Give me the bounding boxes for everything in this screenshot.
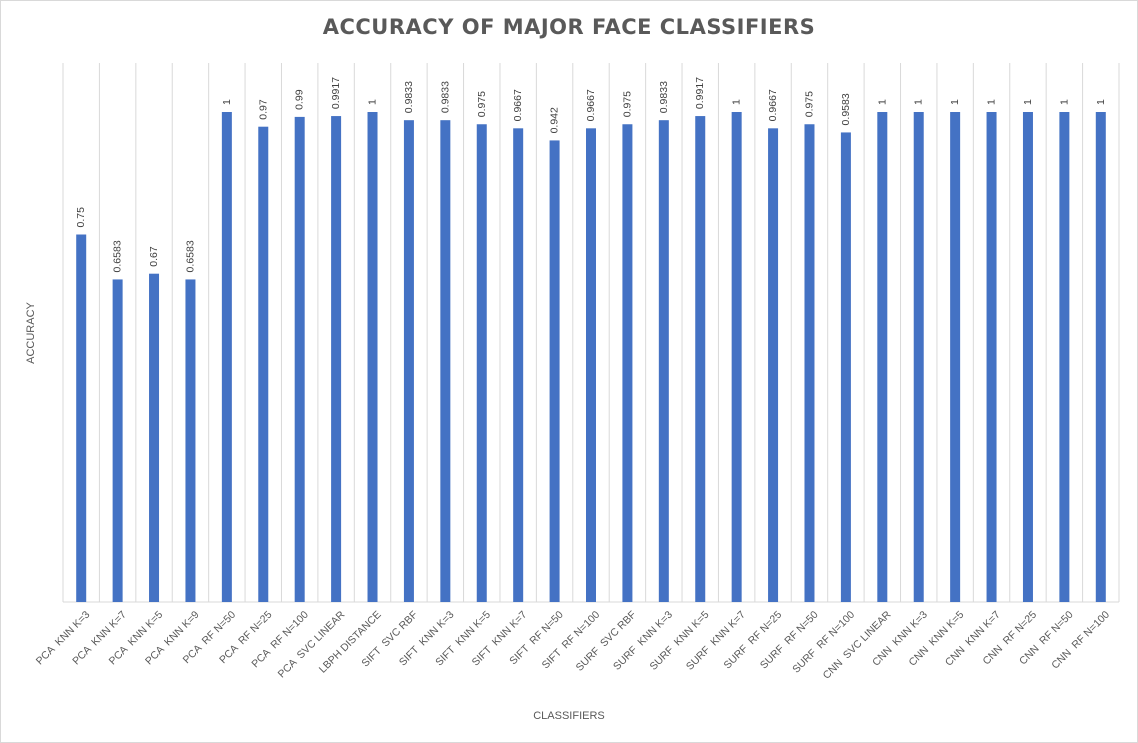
data-label: 0.97 — [257, 99, 269, 120]
data-label: 0.9833 — [439, 81, 451, 113]
data-label: 0.9667 — [767, 89, 779, 121]
data-label: 1 — [913, 99, 925, 105]
data-label: 0.9917 — [330, 77, 342, 109]
bar — [986, 112, 997, 602]
bar — [913, 112, 924, 602]
bar — [768, 128, 779, 602]
bar — [513, 128, 524, 602]
data-label: 0.975 — [803, 91, 815, 117]
data-label: 1 — [1022, 99, 1034, 105]
bar — [549, 140, 560, 603]
bar — [840, 132, 851, 603]
bar — [476, 124, 487, 602]
bar — [1059, 112, 1070, 602]
data-label: 0.9667 — [512, 89, 524, 121]
data-label: 0.9667 — [585, 89, 597, 121]
bar — [403, 120, 414, 603]
bar — [658, 120, 669, 603]
bar — [367, 112, 378, 602]
bar — [331, 116, 342, 602]
data-label: 1 — [949, 99, 961, 105]
data-label: 1 — [1058, 99, 1070, 105]
bar — [76, 234, 87, 602]
bar — [294, 116, 305, 603]
data-label: 1 — [731, 99, 743, 105]
data-label: 0.9833 — [658, 81, 670, 113]
data-label: 0.9583 — [840, 93, 852, 125]
bar — [731, 112, 742, 602]
bar — [221, 112, 232, 602]
bar — [1095, 112, 1106, 602]
data-label: 1 — [986, 99, 998, 105]
x-axis-label: CLASSIFIERS — [533, 710, 605, 722]
x-tick-label: CNN SVC LINEAR — [821, 608, 894, 681]
data-label: 1 — [1095, 99, 1107, 105]
data-label: 0.6583 — [184, 240, 196, 272]
data-label: 0.942 — [549, 107, 561, 133]
data-label: 1 — [367, 99, 379, 105]
data-label: 0.975 — [621, 91, 633, 117]
data-label: 0.6583 — [112, 240, 124, 272]
bar — [695, 116, 706, 602]
data-label: 1 — [876, 99, 888, 105]
bar — [950, 112, 961, 602]
bar — [112, 279, 123, 602]
x-tick-label: SURF RF N=100 — [790, 609, 857, 676]
data-label: 0.975 — [476, 91, 488, 117]
bar — [622, 124, 633, 602]
data-label: 0.99 — [294, 89, 306, 110]
x-tick-label: LBPH DISTANCE — [317, 609, 384, 676]
data-label: 0.67 — [148, 246, 160, 267]
bar — [804, 124, 815, 602]
data-label: 1 — [221, 99, 233, 105]
data-label: 0.9833 — [403, 81, 415, 113]
data-label: 0.9917 — [694, 77, 706, 109]
chart-title: ACCURACY OF MAJOR FACE CLASSIFIERS — [322, 15, 816, 39]
bar — [149, 273, 160, 602]
data-label: 0.75 — [75, 207, 87, 228]
x-tick-label: PCA SVC LINEAR — [276, 608, 348, 680]
bar — [877, 112, 888, 602]
bar — [185, 279, 196, 602]
bar — [258, 126, 269, 602]
bar — [1022, 112, 1033, 602]
bar — [586, 128, 596, 602]
bar — [440, 120, 451, 603]
